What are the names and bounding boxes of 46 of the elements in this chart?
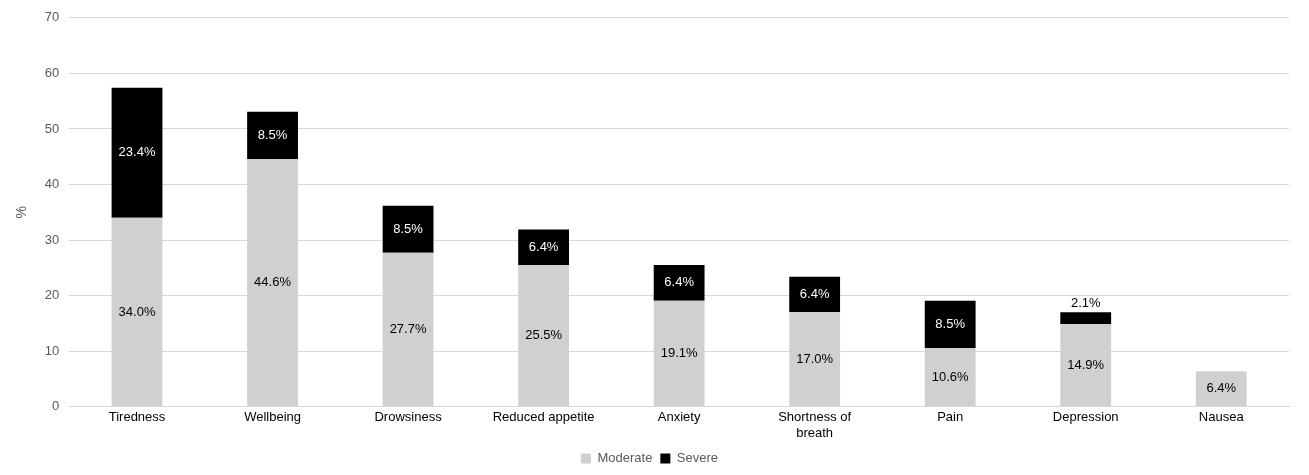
data-label: 17.0% (796, 350, 834, 366)
data-label: 14.9% (1067, 356, 1105, 372)
bar (518, 229, 570, 266)
data-label: 25.5% (525, 327, 563, 343)
x-tick-label: Pain (937, 409, 964, 425)
x-tick-label: Tiredness (108, 409, 166, 425)
y-tick-label: 20 (44, 287, 60, 303)
y-tick-label: 70 (44, 9, 60, 25)
data-label: 8.5% (935, 315, 966, 331)
bar (1060, 312, 1112, 324)
y-tick-label: 10 (44, 342, 60, 358)
y-tick-label: 50 (44, 120, 60, 136)
data-label: 34.0% (118, 303, 156, 319)
x-tick-label: Wellbeing (244, 409, 301, 425)
data-label: 23.4% (118, 144, 156, 160)
data-label: 2.1% (1070, 294, 1101, 310)
bar (111, 87, 163, 218)
bar (1195, 371, 1247, 407)
data-label: 27.7% (389, 321, 427, 337)
legend-label: Severe (676, 450, 719, 466)
y-axis-title: % (13, 206, 30, 219)
y-tick-label: 30 (44, 231, 60, 247)
data-label: 8.5% (257, 126, 288, 142)
data-label: 8.5% (393, 220, 424, 236)
bar (924, 300, 976, 348)
x-tick-label: Anxiety (657, 409, 701, 425)
data-label: 6.4% (799, 286, 830, 302)
y-tick-label: 0 (52, 398, 60, 414)
data-label: 44.6% (254, 274, 292, 290)
bar (653, 265, 705, 301)
data-label: 6.4% (528, 238, 559, 254)
x-tick-label: Drowsiness (374, 409, 443, 425)
bar (247, 111, 298, 159)
y-tick-label: 60 (44, 64, 60, 80)
x-tick-label: Shortness of breath (778, 409, 852, 440)
bar (789, 276, 841, 313)
legend-label: Moderate (597, 450, 653, 466)
data-label: 19.1% (660, 345, 698, 361)
y-tick-label: 40 (44, 176, 60, 192)
bar (382, 205, 434, 253)
x-tick-label: Depression (1052, 409, 1119, 425)
data-label: 10.6% (931, 368, 970, 384)
x-tick-label: Reduced appetite (492, 409, 595, 425)
data-label: 6.4% (664, 274, 695, 290)
x-tick-label: Nausea (1198, 409, 1245, 425)
data-label: 6.4% (1206, 380, 1237, 396)
